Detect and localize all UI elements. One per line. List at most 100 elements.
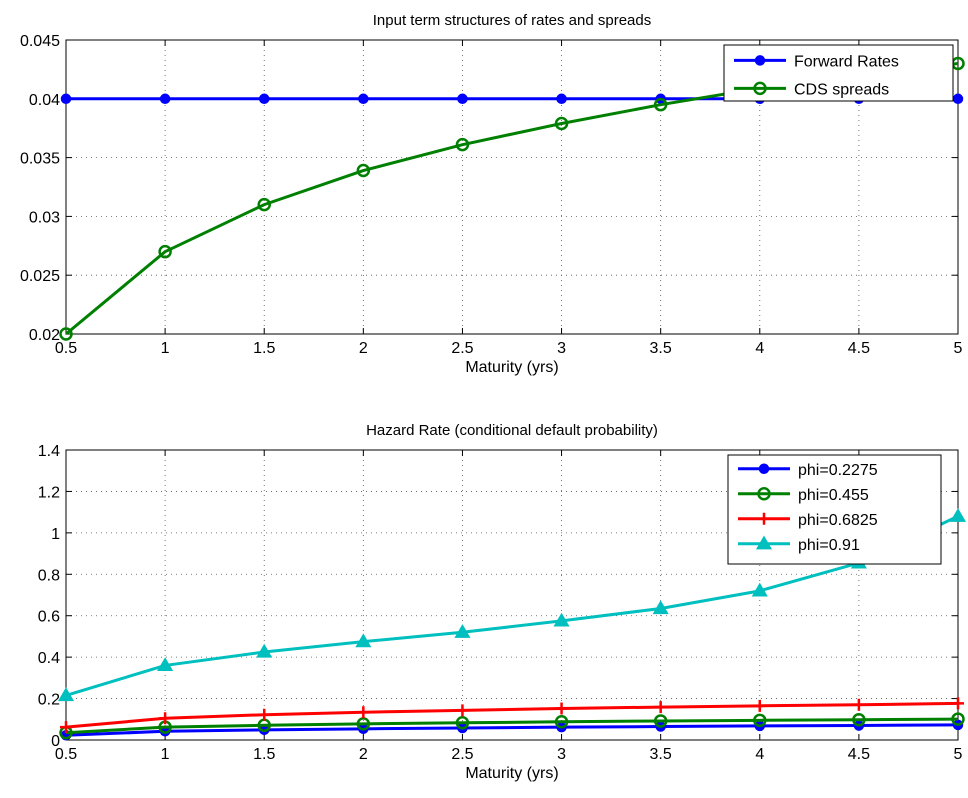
x-tick-label: 1 [161,746,170,763]
series-line-phi-0-455 [65,717,959,735]
y-tick-label: 0.045 [20,33,60,50]
x-tick-label: 0.5 [55,746,77,763]
legend-label: phi=0.455 [798,487,869,504]
data-point-phi-0-91 [256,643,273,658]
data-point-phi-0-91 [57,687,75,702]
data-point-forward-rates [159,93,171,105]
data-point-forward-rates [60,93,72,105]
legend-label: CDS spreads [794,81,889,98]
data-point-phi-0-6825 [852,698,865,711]
x-tick-label: 3 [557,746,566,763]
data-point-phi-0-455 [455,716,470,730]
series-phi-0-91 [57,508,967,702]
chart-title: Input term structures of rates and sprea… [373,12,651,29]
y-tick-label: 1.4 [38,443,60,460]
data-point-phi-0-6825 [555,702,568,715]
x-tick-label: 2.5 [451,340,473,357]
data-point-forward-rates [358,93,369,105]
data-point-cds-spreads [455,137,470,152]
y-tick-label: 1.2 [38,484,60,501]
legend-marker-phi-0-6825 [758,512,770,525]
data-point-phi-0-91 [949,508,967,522]
data-point-forward-rates [258,93,270,105]
data-point-phi-0-455 [951,712,965,726]
x-tick-label: 3 [557,340,566,357]
legend-label: Forward Rates [794,53,899,70]
legend-marker-phi-0-91 [755,535,773,550]
data-point-phi-0-6825 [60,721,72,734]
y-tick-label: 1 [51,526,60,543]
x-tick-label: 0.5 [55,340,77,357]
data-point-phi-0-6825 [753,699,766,712]
x-tick-label: 5 [954,340,963,357]
x-axis-label: Maturity (yrs) [465,359,558,376]
x-tick-label: 4 [755,746,764,763]
legend-label: phi=0.2275 [798,462,878,479]
data-point-phi-0-6825 [654,701,667,714]
data-point-phi-0-6825 [357,706,370,719]
data-point-phi-0-455 [554,715,569,729]
x-tick-label: 1.5 [253,746,275,763]
legend-label: phi=0.6825 [798,512,878,529]
x-tick-label: 3.5 [650,340,672,357]
x-tick-label: 1 [161,340,170,357]
y-tick-label: 0.035 [20,151,60,168]
y-tick-label: 0.02 [29,327,60,344]
legend-marker-cds-spreads [753,81,767,96]
x-tick-label: 5 [954,746,963,763]
data-point-forward-rates [556,93,567,105]
y-tick-label: 0.04 [29,92,60,109]
series-phi-0-6825 [60,697,964,734]
x-axis-label: Maturity (yrs) [465,765,558,782]
x-tick-label: 2 [359,746,368,763]
legend: phi=0.2275 phi=0.455 phi=0.6825 phi=0.91 [727,454,942,565]
series-phi-0-455 [59,712,965,740]
y-tick-label: 0.025 [20,268,60,285]
y-tick-label: 0.6 [38,609,60,626]
legend-marker-phi-0-455 [757,487,771,501]
data-point-phi-0-455 [852,712,866,727]
x-tick-label: 3.5 [650,746,672,763]
data-point-forward-rates [952,93,964,105]
series-line-phi-0-6825 [65,701,959,729]
data-point-phi-0-455 [653,714,668,728]
series-line-phi-0-91 [65,514,959,697]
data-point-cds-spreads [356,163,371,178]
data-point-phi-0-91 [454,624,471,638]
data-point-cds-spreads [257,197,271,212]
data-point-phi-0-91 [751,582,768,597]
y-tick-label: 0.2 [38,692,60,709]
data-point-phi-0-6825 [456,704,469,717]
data-point-phi-0-455 [753,713,767,728]
data-point-phi-0-91 [553,612,570,627]
data-point-phi-0-91 [355,633,372,648]
y-tick-label: 0.4 [38,650,60,667]
y-tick-label: 0.8 [38,567,60,584]
axes-box [65,449,959,741]
x-tick-label: 2.5 [451,746,473,763]
y-tick-label: 0.03 [29,209,60,226]
data-point-phi-0-455 [356,717,371,731]
x-tick-label: 4.5 [848,746,870,763]
chart-title: Hazard Rate (conditional default probabi… [366,422,658,439]
x-tick-label: 1.5 [253,340,275,357]
legend-label: phi=0.91 [798,537,860,554]
legend: Forward Rates CDS spreads [723,44,954,102]
legend-box [723,44,954,102]
y-tick-label: 0 [51,733,60,750]
x-tick-label: 4.5 [848,340,870,357]
data-point-forward-rates [457,93,468,105]
data-point-phi-0-91 [157,657,174,672]
chart-panel-1: 0.5 1 1.5 2 2.5 3 3.5 4 4.5 5 0.02 0.025 0.03 0.035 0.… [20,12,965,376]
data-point-phi-0-6825 [258,708,271,721]
data-point-cds-spreads [554,116,569,131]
x-tick-label: 2 [359,340,368,357]
legend-marker-forward-rates [754,55,766,66]
data-point-cds-spreads [158,244,172,259]
data-point-phi-0-6825 [952,697,964,710]
legend-marker-phi-0-2275 [758,463,770,474]
data-point-cds-spreads [653,97,668,112]
x-tick-label: 4 [755,340,764,357]
chart-panel-2: 0.5 1 1.5 2 2.5 3 3.5 4 4.5 5 0 0.2 0.4 0.6 0.8 1 1.2 1.4… [38,422,967,782]
